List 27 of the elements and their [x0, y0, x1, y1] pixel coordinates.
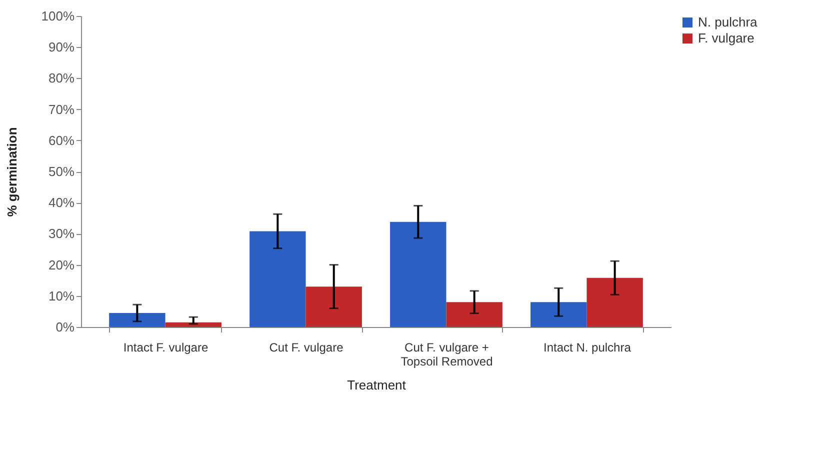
y-tick-label: 20%: [48, 257, 75, 272]
y-tick-label: 80%: [48, 70, 75, 86]
legend-label: N. pulchra: [698, 14, 758, 30]
y-tick-label: 90%: [48, 40, 75, 55]
x-tick-label: Intact N. pulchra: [544, 340, 632, 354]
x-tick-label: Intact F. vulgare: [123, 340, 208, 354]
bar: [109, 313, 166, 327]
y-tick-label: 60%: [48, 132, 75, 148]
bar: [250, 231, 306, 327]
x-tick-label: Cut F. vulgare + Topsoil Removed: [400, 340, 493, 368]
bar: [530, 302, 587, 327]
bar: [165, 322, 222, 327]
bar: [586, 278, 643, 327]
x-axis-title: Treatment: [347, 378, 406, 392]
y-tick-label: 40%: [48, 195, 75, 210]
y-tick-label: 50%: [48, 164, 75, 179]
y-tick-label: 100%: [41, 8, 75, 24]
y-tick-label: 30%: [48, 226, 75, 242]
bar: [306, 286, 362, 327]
bar: [446, 302, 502, 327]
legend-label: F. vulgare: [698, 30, 754, 46]
bar: [390, 222, 446, 327]
y-axis-title: % germination: [4, 127, 20, 217]
x-tick-label: Cut F. vulgare: [269, 340, 344, 354]
y-tick-label: 10%: [48, 288, 75, 304]
y-tick-label: 70%: [48, 102, 75, 117]
y-tick-label: 0%: [56, 320, 75, 334]
